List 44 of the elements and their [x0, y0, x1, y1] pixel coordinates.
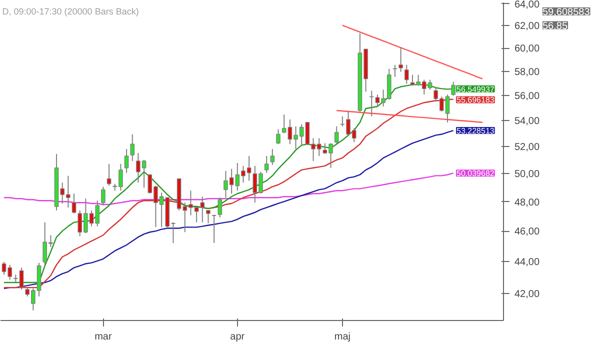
data-label: 56,549937: [456, 84, 495, 94]
candlestick: [404, 64, 409, 84]
candlestick: [14, 274, 18, 284]
y-tick-label: 60,00: [514, 44, 540, 55]
x-tick-label: maj: [334, 332, 351, 342]
y-tick-label: 62,00: [514, 20, 540, 32]
candlestick: [392, 64, 398, 78]
x-tick-label: apr: [230, 332, 246, 342]
y-tick-label: 46,00: [514, 226, 540, 238]
candlestick: [334, 126, 339, 145]
y-tick-label: 42,00: [514, 289, 540, 300]
text: 56,85: [542, 20, 568, 32]
candlestick: [206, 210, 210, 224]
candlestick: [19, 267, 24, 290]
candlestick: [124, 148, 129, 174]
y-tick-label: 54,00: [514, 116, 540, 128]
y-tick-label: 44,00: [514, 257, 540, 268]
candlestick: [106, 163, 112, 186]
data-label: 55,696183: [456, 96, 495, 105]
x-tick-label: mar: [94, 332, 112, 342]
candlestick: [270, 148, 275, 166]
candlestick: [398, 46, 403, 72]
candlestick: [264, 155, 269, 174]
candlestick: [451, 81, 456, 96]
candlestick: [212, 214, 216, 244]
candlestick: [369, 90, 374, 117]
y-tick-label: 48,00: [514, 197, 540, 208]
y-tick-label: 64,00: [514, 0, 540, 10]
line-series: [342, 24, 484, 80]
chart-title: D, 09:00-17:30 (20000 Bars Back): [2, 6, 139, 16]
line-series: [336, 110, 484, 124]
candlestick: [101, 186, 106, 206]
candlestick: [218, 197, 222, 218]
text: 59,608583: [542, 6, 590, 18]
candlestick: [130, 134, 135, 162]
line-series: [3, 130, 454, 290]
y-tick-label: 56,00: [514, 91, 540, 102]
candlestick: [72, 193, 76, 214]
y-tick-label: 50,00: [514, 169, 540, 180]
data-label: 53,228513: [456, 126, 495, 136]
data-label: 50,039682: [456, 169, 495, 178]
y-tick-label: 58,00: [514, 66, 540, 78]
y-tick-label: 52,00: [514, 142, 540, 154]
candlestick: [276, 128, 280, 145]
